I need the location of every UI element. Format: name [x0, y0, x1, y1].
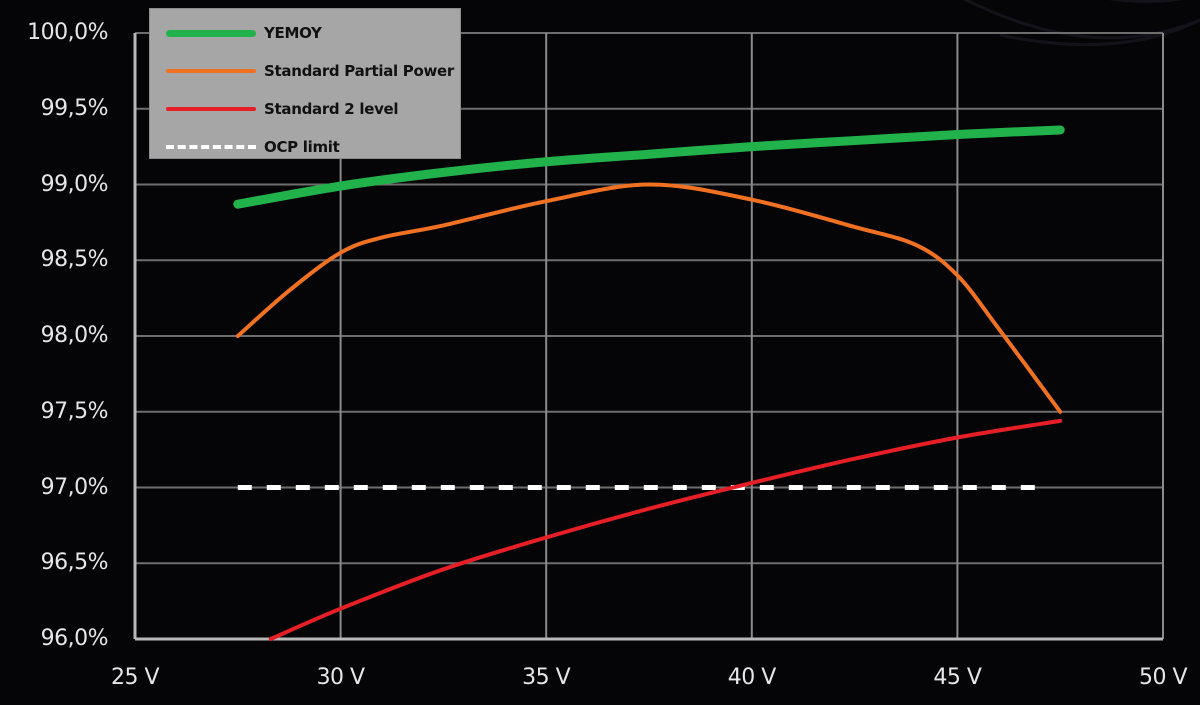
- data-series: [233, 125, 1065, 641]
- x-tick-label: 30 V: [316, 665, 366, 690]
- y-tick-label: 99,0%: [40, 171, 109, 197]
- y-tick-label: 96,0%: [40, 626, 109, 651]
- legend-item-standard-partial-power: Standard Partial Power: [166, 61, 454, 81]
- series-standard-2-level: [268, 418, 1063, 641]
- legend-swatch-red: [166, 107, 256, 111]
- y-tick-label: 97,5%: [40, 398, 109, 424]
- legend-swatch-orange: [166, 69, 256, 73]
- y-tick-label: 98,0%: [40, 323, 109, 348]
- x-tick-label: 50 V: [1138, 665, 1188, 690]
- y-tick-label: 98,5%: [40, 247, 109, 273]
- legend-swatch-green: [166, 29, 256, 37]
- legend-item-standard-2-level: Standard 2 level: [166, 99, 399, 119]
- legend: YEMOY Standard Partial Power Standard 2 …: [149, 8, 461, 159]
- y-tick-label: 99,5%: [40, 95, 109, 121]
- y-tick-label: 97,0%: [40, 474, 109, 500]
- background-decoration: [963, 0, 1200, 47]
- legend-item-ocp-limit: OCP limit: [166, 137, 340, 157]
- series-standard-partial-power: [235, 182, 1063, 414]
- x-tick-label: 25 V: [110, 665, 160, 690]
- x-tick-label: 35 V: [522, 665, 571, 690]
- y-tick-label: 100,0%: [27, 20, 108, 45]
- series-yemoy: [233, 125, 1065, 209]
- x-tick-label: 45 V: [933, 665, 982, 690]
- x-tick-label: 40 V: [727, 665, 777, 690]
- y-tick-label: 96,5%: [40, 550, 109, 576]
- legend-item-yemoy: YEMOY: [166, 23, 322, 43]
- legend-swatch-white-dashed: [166, 145, 256, 149]
